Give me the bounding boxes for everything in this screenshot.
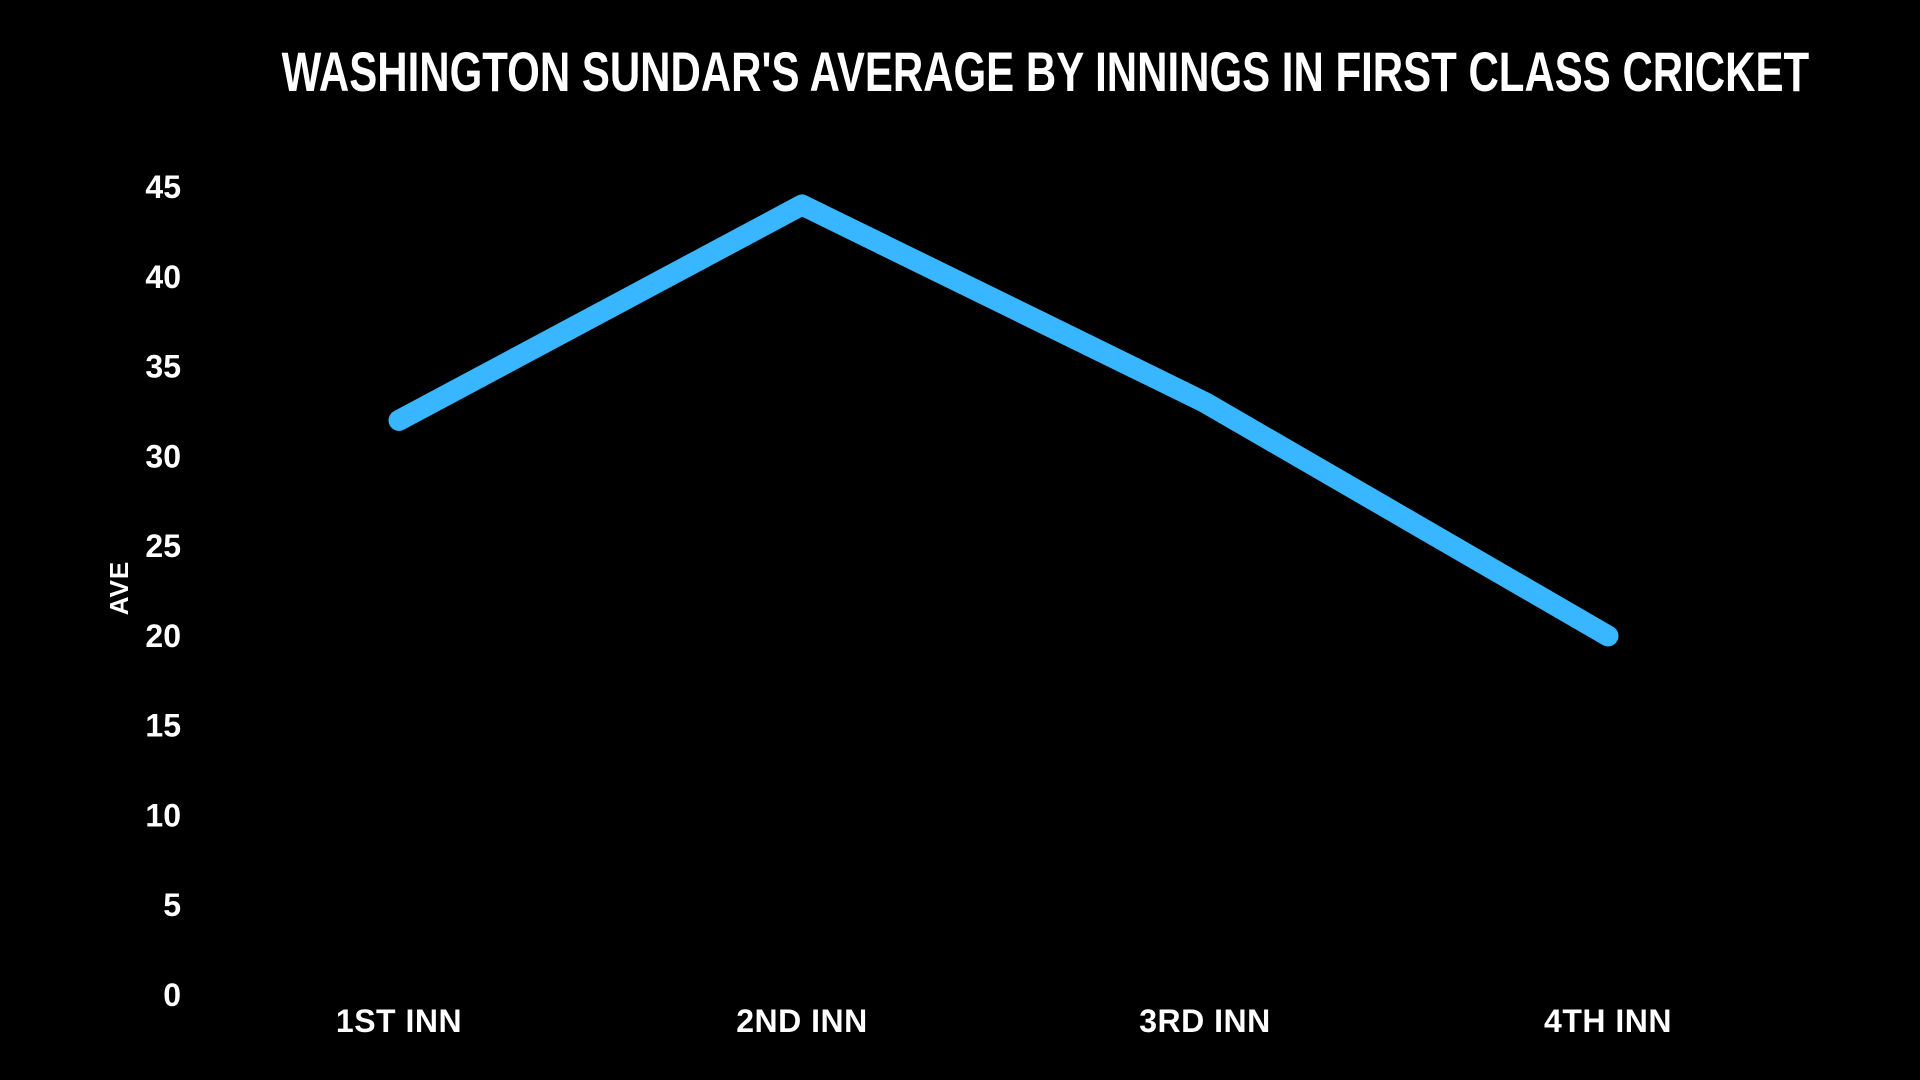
x-axis-category-labels: 1ST INN 2ND INN 3RD INN 4TH INN <box>336 1003 1672 1039</box>
chart-title-text: WASHINGTON SUNDAR'S AVERAGE BY INNINGS I… <box>281 40 1810 103</box>
x-category-label: 3RD INN <box>1139 1003 1271 1039</box>
y-tick-label: 35 <box>145 349 181 385</box>
y-tick-label: 15 <box>145 708 181 744</box>
y-tick-label: 25 <box>145 528 181 564</box>
x-category-label: 2ND INN <box>736 1003 868 1039</box>
y-tick-label: 5 <box>163 887 181 923</box>
average-line <box>388 194 1619 647</box>
y-tick-label: 45 <box>145 169 181 205</box>
y-tick-label: 30 <box>145 438 181 474</box>
x-category-label: 4TH INN <box>1544 1003 1672 1039</box>
y-tick-label: 10 <box>145 797 181 833</box>
chart-title: WASHINGTON SUNDAR'S AVERAGE BY INNINGS I… <box>27 44 1920 100</box>
y-tick-label: 40 <box>145 259 181 295</box>
x-category-label: 1ST INN <box>336 1003 462 1039</box>
y-tick-label: 0 <box>163 977 181 1013</box>
y-axis-title: AVE <box>104 561 134 616</box>
y-tick-label: 20 <box>145 618 181 654</box>
y-axis-tick-labels: 0 5 10 15 20 25 30 35 40 45 <box>145 169 181 1013</box>
